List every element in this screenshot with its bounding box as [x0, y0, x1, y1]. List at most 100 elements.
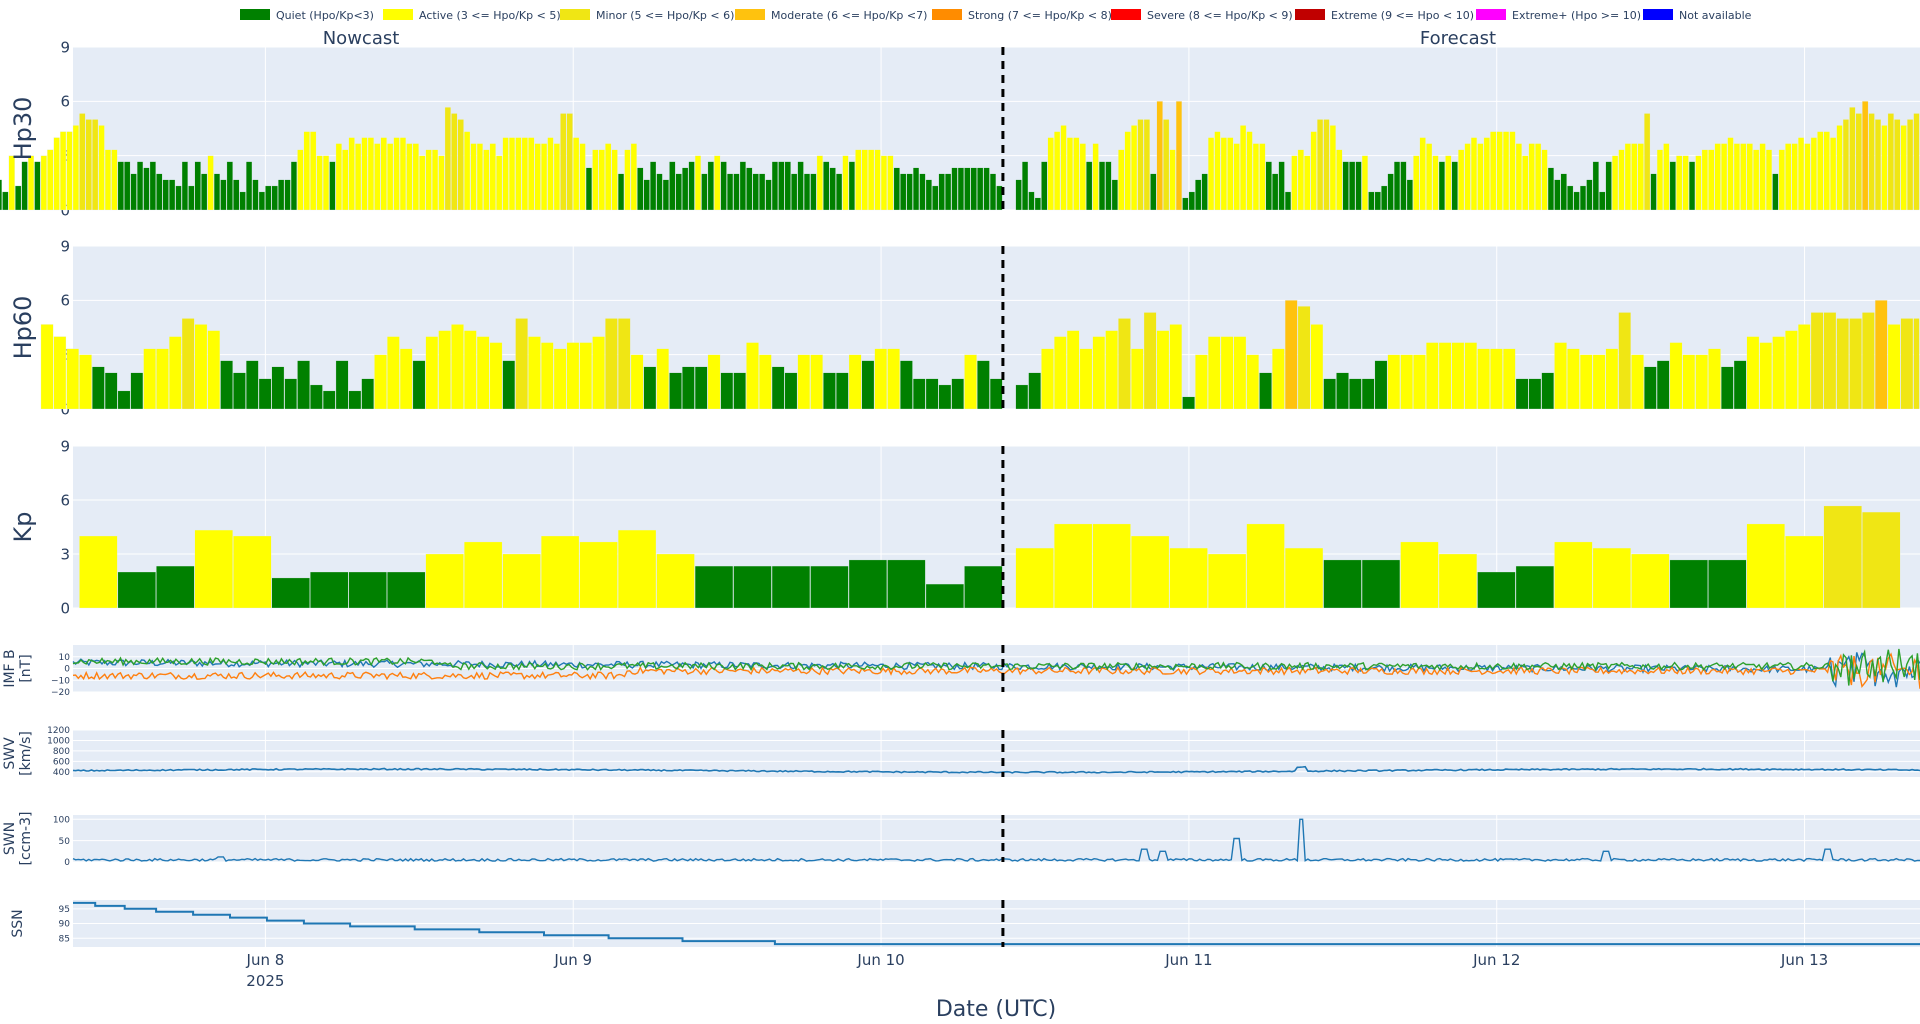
bar-forecast: [1721, 143, 1728, 211]
bar-forecast: [1477, 571, 1516, 609]
bar-forecast: [1054, 131, 1061, 211]
y-tick-label: 95: [59, 905, 70, 915]
legend-label: Minor (5 <= Hpo/Kp < 6): [596, 9, 734, 22]
bar-nowcast: [213, 173, 221, 211]
bar-forecast: [1374, 360, 1388, 410]
bar-nowcast: [515, 137, 522, 211]
bar-nowcast: [502, 553, 541, 609]
legend-label: Not available: [1679, 9, 1752, 22]
bar-forecast: [1284, 191, 1292, 211]
bar-forecast: [1240, 125, 1247, 211]
bar-forecast: [1400, 161, 1407, 211]
bar-nowcast: [887, 348, 900, 410]
bar-forecast: [1887, 113, 1894, 211]
bar-forecast: [1772, 336, 1785, 410]
bar-nowcast: [40, 324, 54, 410]
panel-hp60: 0369Hp60: [9, 237, 1920, 418]
bar-nowcast: [457, 119, 464, 211]
bar-nowcast: [290, 161, 298, 211]
bar-nowcast: [733, 372, 746, 410]
bar-forecast: [1361, 155, 1369, 211]
bar-forecast: [1874, 300, 1888, 410]
bar-forecast: [1913, 318, 1920, 410]
bar-forecast: [1849, 318, 1862, 410]
bar-forecast: [1137, 119, 1144, 211]
legend-item: Severe (8 <= Hpo/Kp < 9): [1111, 9, 1293, 22]
bar-nowcast: [34, 161, 41, 211]
bar-forecast: [1227, 137, 1234, 211]
bar-nowcast: [874, 348, 888, 410]
bar-nowcast: [271, 577, 310, 609]
bar-forecast: [1445, 155, 1452, 211]
bar-nowcast: [149, 161, 156, 211]
bar-forecast: [1631, 553, 1670, 609]
bar-forecast: [1387, 354, 1401, 410]
bar-nowcast: [374, 143, 381, 211]
bar-forecast: [1515, 378, 1529, 410]
bar-forecast: [1618, 312, 1631, 410]
bar-forecast: [1015, 179, 1022, 211]
bar-forecast: [1541, 372, 1554, 410]
swn-line: [72, 818, 1920, 863]
bar-forecast: [1086, 161, 1093, 211]
bar-forecast: [1797, 137, 1805, 211]
bar-forecast: [1297, 149, 1304, 211]
bar-nowcast: [848, 559, 888, 609]
bar-nowcast: [117, 571, 156, 609]
bar-forecast: [1682, 155, 1689, 211]
y-axis-title: Hp30: [9, 97, 37, 161]
bar-forecast: [1118, 149, 1125, 211]
bar-nowcast: [72, 125, 79, 211]
bar-forecast: [1894, 119, 1901, 211]
bar-nowcast: [316, 155, 323, 211]
bar-nowcast: [534, 143, 541, 211]
y-tick-label: 3: [60, 545, 70, 563]
bar-nowcast: [117, 390, 131, 410]
bar-nowcast: [669, 372, 682, 410]
bar-forecast: [1746, 143, 1753, 211]
bar-forecast: [1746, 336, 1760, 410]
bar-nowcast: [560, 113, 567, 211]
bar-forecast: [1567, 348, 1580, 410]
bar-forecast: [1041, 348, 1054, 410]
bar-forecast: [1246, 354, 1259, 410]
bar-forecast: [1400, 541, 1439, 609]
bar-nowcast: [92, 119, 99, 211]
bar-forecast: [1605, 161, 1612, 211]
y-axis-title: SWV: [2, 737, 18, 770]
bar-forecast: [1547, 167, 1554, 211]
y-axis-title: IMF B: [2, 649, 18, 687]
bar-forecast: [1207, 553, 1247, 609]
bar-forecast: [1753, 149, 1760, 211]
bar-nowcast: [521, 137, 528, 211]
bar-nowcast: [53, 336, 67, 410]
bar-forecast: [1163, 119, 1170, 211]
bar-nowcast: [451, 324, 464, 410]
bar-forecast: [1349, 161, 1356, 211]
bar-nowcast: [181, 161, 188, 211]
bar-nowcast: [412, 143, 419, 211]
plot-background: [73, 730, 1920, 777]
bar-nowcast: [489, 342, 503, 410]
bar-nowcast: [579, 541, 618, 609]
y-tick-label: 1000: [47, 737, 70, 747]
bar-forecast: [1637, 143, 1644, 211]
bar-forecast: [1284, 547, 1324, 609]
bar-forecast: [1823, 312, 1837, 410]
bar-nowcast: [367, 137, 374, 211]
bar-nowcast: [374, 354, 387, 410]
bar-forecast: [1631, 143, 1638, 211]
legend-label: Active (3 <= Hpo/Kp < 5): [419, 9, 561, 22]
legend-label: Severe (8 <= Hpo/Kp < 9): [1147, 9, 1293, 22]
bar-nowcast: [53, 137, 60, 211]
bar-forecast: [1054, 336, 1067, 410]
bar-forecast: [1733, 143, 1740, 211]
bar-forecast: [1291, 155, 1298, 211]
bar-forecast: [1451, 342, 1465, 410]
bar-nowcast: [566, 113, 573, 211]
bar-nowcast: [573, 137, 580, 211]
bar-forecast: [1349, 378, 1362, 410]
bar-forecast: [1669, 559, 1708, 609]
bar-forecast: [1624, 143, 1631, 211]
